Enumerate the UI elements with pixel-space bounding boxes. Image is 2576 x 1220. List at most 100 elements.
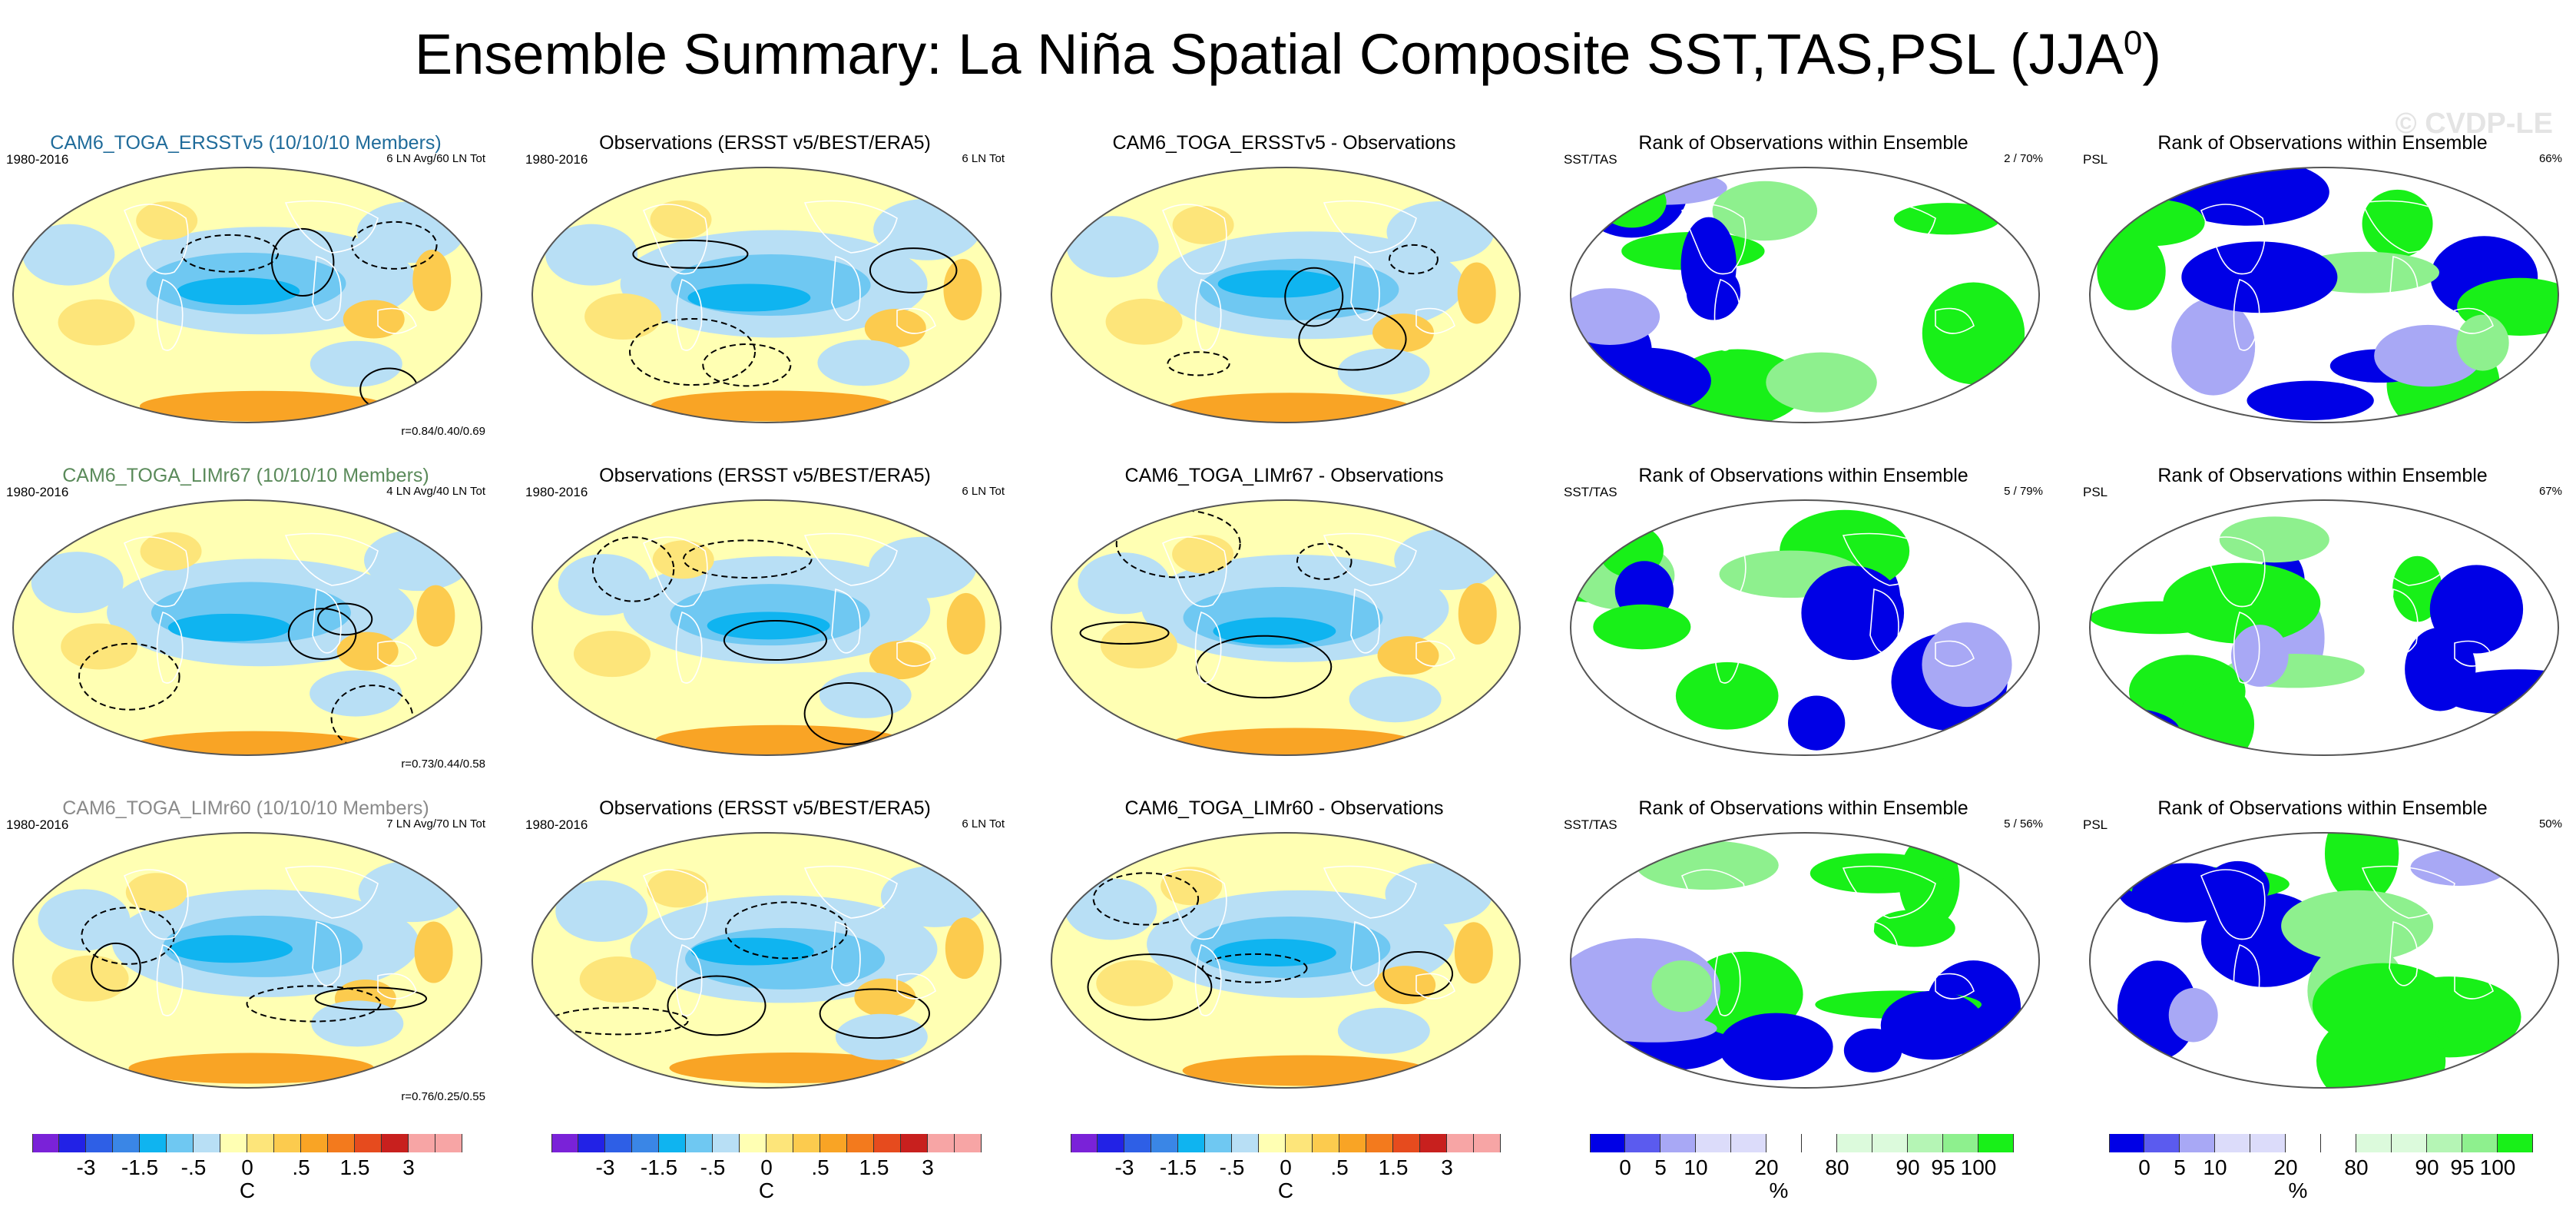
panel-title: Rank of Observations within Ensemble bbox=[1638, 797, 1968, 819]
rank-region bbox=[1766, 352, 1877, 413]
panel-variable-label: SST/TAS bbox=[1564, 152, 1617, 167]
colorbar-tick: 95 bbox=[1931, 1155, 1955, 1179]
anomaly-region bbox=[707, 612, 830, 640]
panel-ensemble: CAM6_TOGA_LIMr67 (10/10/10 Members) 1980-… bbox=[0, 459, 492, 781]
anomaly-region bbox=[945, 917, 984, 980]
colorbar-tick-labels: 0 5 10 20 80 90 95 100 bbox=[1590, 1155, 2035, 1182]
panel-ensemble: CAM6_TOGA_LIMr60 (10/10/10 Members) 1980-… bbox=[0, 791, 492, 1114]
anomaly-region bbox=[545, 224, 638, 286]
panel-period: 1980-2016 bbox=[525, 817, 588, 832]
rank-region bbox=[2099, 199, 2205, 247]
rank-region bbox=[1872, 910, 1955, 947]
map-rank bbox=[1570, 167, 2040, 423]
colorbar-swatch bbox=[59, 1134, 86, 1152]
colorbar-tick: 1.5 bbox=[1378, 1155, 1409, 1179]
colorbar-swatch bbox=[355, 1134, 382, 1152]
colorbar-swatch bbox=[847, 1134, 874, 1152]
anomaly-region bbox=[1172, 728, 1419, 755]
panel-rank-value: 5 / 79% bbox=[2004, 485, 2043, 498]
rank-region bbox=[2247, 380, 2374, 421]
figure-title: Ensemble Summary: La Niña Spatial Compos… bbox=[0, 20, 2576, 89]
colorbar-tick: -3 bbox=[595, 1155, 615, 1179]
panel-rank-value: 2 / 70% bbox=[2004, 152, 2043, 165]
anomaly-region bbox=[817, 340, 910, 386]
coastline bbox=[1350, 255, 1380, 321]
colorbar-swatch bbox=[551, 1134, 578, 1152]
anomaly-region bbox=[311, 1000, 404, 1047]
coastline bbox=[1323, 865, 1417, 919]
colorbar-swatch bbox=[167, 1134, 194, 1152]
map-rank bbox=[2089, 832, 2559, 1089]
colorbar-swatch bbox=[1259, 1134, 1286, 1152]
colorbar-tick: .5 bbox=[292, 1155, 310, 1179]
colorbar-tick: 80 bbox=[1825, 1155, 1849, 1179]
colorbar-tick-labels: 0 5 10 20 80 90 95 100 bbox=[2109, 1155, 2554, 1182]
panel-title: CAM6_TOGA_LIMr60 - Observations bbox=[1124, 797, 1444, 819]
panel-rank-sst: Rank of Observations within Ensemble SST/… bbox=[1558, 126, 2049, 449]
panel-composite-count: 6 LN Avg/60 LN Tot bbox=[386, 152, 485, 165]
rank-region bbox=[1588, 1014, 1717, 1043]
coastline bbox=[377, 640, 417, 667]
colorbar-swatches bbox=[1071, 1134, 1501, 1152]
rank-region bbox=[1712, 181, 1818, 241]
colorbar-swatch bbox=[713, 1134, 740, 1152]
anomaly-region bbox=[31, 552, 124, 614]
anomaly-region bbox=[38, 889, 131, 951]
anomaly-region bbox=[343, 300, 405, 339]
panel-variable-label: SST/TAS bbox=[1564, 817, 1617, 832]
rank-region bbox=[2171, 297, 2256, 396]
coastline bbox=[803, 532, 898, 586]
coastline bbox=[156, 611, 184, 684]
anomaly-region bbox=[1349, 676, 1442, 723]
colorbar-swatch bbox=[382, 1134, 409, 1152]
colorbar-tick: 3 bbox=[1441, 1155, 1453, 1179]
map-border bbox=[1570, 167, 2040, 423]
panel-title: Rank of Observations within Ensemble bbox=[2157, 797, 2488, 819]
panel-rank-sst: Rank of Observations within Ensemble SST/… bbox=[1558, 459, 2049, 781]
panel-rank-sst: Rank of Observations within Ensemble SST/… bbox=[1558, 791, 2049, 1114]
anomaly-region bbox=[647, 869, 709, 908]
map-border bbox=[531, 832, 1002, 1089]
map-rank bbox=[1570, 832, 2040, 1089]
colorbar-tick: 1.5 bbox=[859, 1155, 889, 1179]
panel-variable-label: SST/TAS bbox=[1564, 485, 1617, 499]
coastline bbox=[1869, 920, 1899, 986]
panel-rank-value: 66% bbox=[2538, 152, 2562, 165]
colorbar-tick: -.5 bbox=[700, 1155, 726, 1179]
anomaly-region bbox=[136, 201, 198, 240]
coastline bbox=[284, 865, 379, 919]
colorbar-tick-labels: -3 -1.5 -.5 0 .5 1.5 3 bbox=[32, 1155, 478, 1182]
coastline bbox=[1415, 307, 1455, 334]
colorbar-swatch bbox=[2462, 1134, 2498, 1152]
rank-region bbox=[2362, 189, 2433, 258]
colorbar-swatch bbox=[1696, 1134, 1731, 1152]
psl-contour bbox=[1296, 542, 1353, 581]
map-border bbox=[1570, 832, 2040, 1089]
anomaly-region bbox=[1182, 1055, 1429, 1086]
colorbar-tick: -3 bbox=[1114, 1155, 1134, 1179]
colorbar-swatch bbox=[928, 1134, 955, 1152]
psl-contour bbox=[351, 220, 438, 270]
panel-obs: Observations (ERSST v5/BEST/ERA5) 1980-20… bbox=[519, 126, 1011, 449]
anomaly-region bbox=[579, 956, 657, 1003]
colorbar-unit: % bbox=[1769, 1179, 1789, 1202]
anomaly-region bbox=[414, 921, 453, 983]
coastline bbox=[1161, 869, 1227, 940]
map-border bbox=[531, 167, 1002, 423]
panel-title: CAM6_TOGA_LIMr60 (10/10/10 Members) bbox=[62, 797, 429, 819]
colorbar-swatch bbox=[2286, 1134, 2321, 1152]
colorbar-swatch bbox=[1802, 1134, 1837, 1152]
anomaly-region bbox=[1217, 270, 1341, 298]
colorbar-tick: 3 bbox=[402, 1155, 415, 1179]
colorbar-swatch bbox=[220, 1134, 247, 1152]
coastline bbox=[1680, 869, 1747, 940]
psl-contour bbox=[725, 901, 848, 960]
psl-contour bbox=[702, 343, 792, 387]
colorbar-swatch bbox=[247, 1134, 274, 1152]
colorbar-swatch bbox=[1447, 1134, 1474, 1152]
rank-region bbox=[1809, 853, 1947, 893]
anomaly-region bbox=[412, 250, 452, 312]
colorbar-swatch bbox=[1943, 1134, 1978, 1152]
anomaly-region bbox=[1213, 939, 1336, 967]
rank-region bbox=[1636, 840, 1779, 890]
